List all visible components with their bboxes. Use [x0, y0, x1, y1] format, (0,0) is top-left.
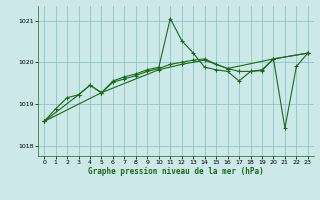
- X-axis label: Graphe pression niveau de la mer (hPa): Graphe pression niveau de la mer (hPa): [88, 167, 264, 176]
